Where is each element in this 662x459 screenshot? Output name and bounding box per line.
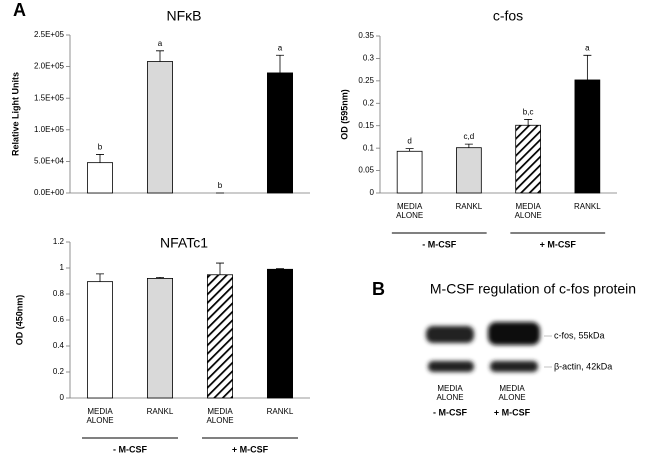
error-bar: [156, 50, 164, 62]
y-tick-label: 0.2: [53, 367, 65, 376]
error-bar: [276, 54, 284, 73]
y-tick-label: 2.5E+05: [34, 30, 65, 39]
bar: [87, 162, 114, 194]
y-axis-label: OD (450nm): [14, 295, 24, 346]
blot-image: [426, 322, 540, 372]
y-tick-label: 0.2: [363, 98, 375, 107]
chart-title: c-fos: [493, 8, 523, 24]
error-bar: [96, 273, 104, 282]
bar-annotation: a: [585, 43, 590, 52]
x-tick-label: MEDIA ALONE: [206, 407, 234, 425]
y-axis-label: OD (595nm): [339, 89, 349, 140]
bar-annotation: b,c: [523, 108, 534, 117]
bar-annotation: a: [278, 43, 283, 52]
bar: [266, 268, 293, 399]
x-tick-label: MEDIA ALONE: [514, 202, 542, 220]
band-label: β-actin, 42kDa: [554, 361, 612, 371]
lane-label: MEDIA ALONE: [498, 384, 526, 402]
y-tick-label: 0: [60, 393, 65, 402]
panel-label: A: [13, 0, 26, 20]
x-tick-label: RANKL: [146, 407, 174, 416]
bar: [266, 72, 293, 194]
bar-annotation: c,d: [464, 132, 475, 141]
y-axis-label: Relative Light Units: [10, 72, 20, 156]
error-bar: [524, 119, 533, 126]
error-bar: [276, 268, 284, 270]
y-tick-label: 1: [60, 263, 65, 272]
y-tick-label: 0.25: [358, 76, 374, 85]
bar: [146, 61, 173, 194]
bar: [396, 150, 423, 194]
group-label: - M-CSF: [422, 239, 456, 249]
y-tick-label: 0.3: [363, 54, 375, 63]
bar: [206, 274, 233, 399]
blot-title: M-CSF regulation of c-fos protein: [430, 281, 636, 297]
error-bar: [216, 262, 224, 275]
x-tick-label: RANKL: [455, 202, 483, 211]
error-bar: [583, 54, 592, 80]
y-tick-label: 2.0E+05: [34, 62, 65, 71]
y-tick-label: 0.05: [358, 166, 374, 175]
y-tick-label: 0.35: [358, 31, 374, 40]
y-tick-label: 1.5E+05: [34, 93, 65, 102]
bar: [87, 281, 114, 399]
x-tick-label: RANKL: [574, 202, 601, 211]
bar: [574, 79, 601, 194]
bar-annotation: a: [158, 39, 163, 48]
x-tick-label: MEDIA ALONE: [396, 202, 424, 220]
y-tick-label: 1.2: [53, 237, 65, 246]
group-label: + M-CSF: [494, 407, 531, 417]
y-tick-label: 0.4: [53, 341, 65, 350]
bar: [146, 277, 173, 399]
bar: [515, 124, 541, 194]
bar: [456, 147, 482, 194]
panel-label: B: [372, 279, 385, 299]
chart-title: NFATc1: [160, 235, 208, 251]
error-bar: [464, 143, 473, 148]
error-bar: [156, 276, 164, 279]
y-tick-label: 0.8: [53, 289, 65, 298]
y-tick-label: 1.0E+05: [34, 125, 65, 134]
bar-annotation: b: [98, 143, 103, 152]
chart-title: NFκB: [167, 8, 202, 24]
group-label: + M-CSF: [232, 444, 269, 454]
group-label: - M-CSF: [113, 444, 147, 454]
y-tick-label: 0.15: [358, 121, 374, 130]
y-tick-label: 0.6: [53, 315, 65, 324]
error-bar: [96, 154, 104, 163]
bar-annotation: d: [407, 137, 411, 146]
x-tick-label: RANKL: [266, 407, 294, 416]
lane-label: MEDIA ALONE: [436, 384, 464, 402]
x-tick-label: MEDIA ALONE: [86, 407, 114, 425]
y-tick-label: 0.0E+00: [34, 188, 65, 197]
band-label: c-fos, 55kDa: [554, 330, 605, 340]
y-tick-label: 5.0E+04: [34, 157, 65, 166]
group-label: + M-CSF: [540, 239, 577, 249]
error-bar: [405, 148, 414, 152]
group-label: - M-CSF: [433, 407, 467, 417]
y-tick-label: 0: [370, 188, 375, 197]
bar-annotation: b: [218, 181, 223, 190]
y-tick-label: 0.1: [363, 143, 375, 152]
